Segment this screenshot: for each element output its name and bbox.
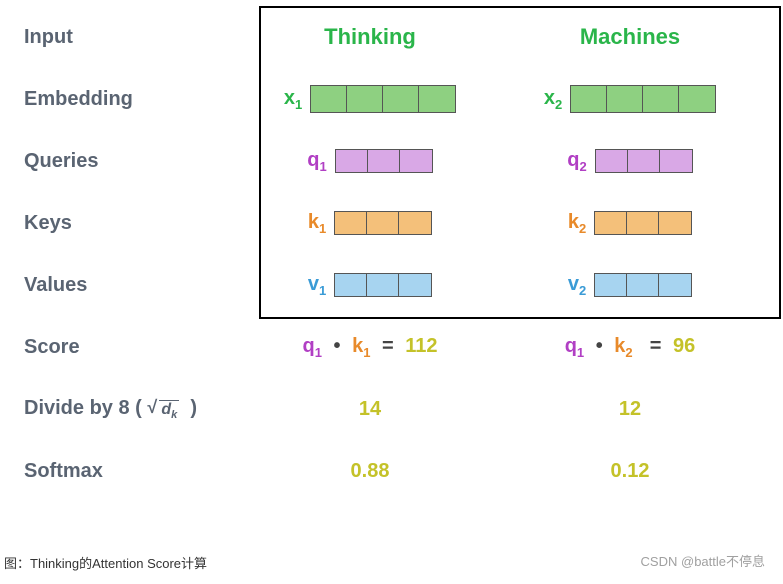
q-sub-0: 1: [319, 159, 326, 174]
embedding-0: x1: [284, 85, 456, 113]
score-val-0: 112: [405, 335, 437, 357]
input-word-1: Machines: [580, 24, 680, 50]
x-sub-0: 1: [295, 97, 302, 112]
score-1: q1 • k2 = 96: [562, 335, 699, 360]
label-divide: Divide by 8 ( dk ): [20, 397, 240, 421]
row-input: Input Thinking Machines: [20, 6, 762, 68]
q-sym-1: q: [567, 149, 579, 171]
key-boxes-1: [594, 211, 692, 235]
value-boxes-0: [334, 273, 432, 297]
divide-val-1: 12: [619, 398, 641, 421]
score-val-1: 96: [673, 335, 695, 357]
query-1: q2: [567, 149, 692, 174]
embedding-boxes-0: [310, 85, 456, 113]
x-sym-0: x: [284, 87, 295, 109]
v-sym-0: v: [308, 273, 319, 295]
label-queries: Queries: [20, 150, 240, 173]
sqrt-dk: dk: [147, 397, 179, 421]
figure-caption: 图：Thinking的Attention Score计算: [4, 553, 207, 572]
key-boxes-0: [334, 211, 432, 235]
value-0: v1: [308, 273, 432, 298]
row-keys: Keys k1 k2: [20, 192, 762, 254]
label-keys: Keys: [20, 212, 240, 235]
label-score: Score: [20, 336, 240, 359]
row-softmax: Softmax 0.88 0.12: [20, 440, 762, 502]
query-boxes-1: [595, 149, 693, 173]
row-divide: Divide by 8 ( dk ) 14 12: [20, 378, 762, 440]
key-0: k1: [308, 211, 432, 236]
row-score: Score q1 • k1 = 112 q1 • k2 = 96: [20, 316, 762, 378]
query-boxes-0: [335, 149, 433, 173]
v-sym-1: v: [568, 273, 579, 295]
input-word-0: Thinking: [324, 24, 416, 50]
value-boxes-1: [594, 273, 692, 297]
divide-val-0: 14: [359, 398, 381, 421]
row-queries: Queries q1 q2: [20, 130, 762, 192]
softmax-val-1: 0.12: [611, 460, 650, 483]
label-softmax: Softmax: [20, 460, 240, 483]
embedding-boxes-1: [570, 85, 716, 113]
value-1: v2: [568, 273, 692, 298]
embedding-1: x2: [544, 85, 716, 113]
label-input: Input: [20, 26, 240, 49]
k-sym-0: k: [308, 211, 319, 233]
score-0: q1 • k1 = 112: [299, 335, 440, 360]
row-embedding: Embedding x1 x2: [20, 68, 762, 130]
k-sym-1: k: [568, 211, 579, 233]
k-sub-0: 1: [319, 221, 326, 236]
q-sub-1: 2: [579, 159, 586, 174]
attention-diagram: Input Thinking Machines Embedding x1 x2 …: [20, 6, 762, 502]
query-0: q1: [307, 149, 432, 174]
x-sym-1: x: [544, 87, 555, 109]
x-sub-1: 2: [555, 97, 562, 112]
label-embedding: Embedding: [20, 88, 240, 111]
q-sym-0: q: [307, 149, 319, 171]
v-sub-1: 2: [579, 283, 586, 298]
label-values: Values: [20, 274, 240, 297]
row-values: Values v1 v2: [20, 254, 762, 316]
watermark: CSDN @battle不停息: [641, 551, 765, 570]
k-sub-1: 2: [579, 221, 586, 236]
softmax-val-0: 0.88: [351, 460, 390, 483]
v-sub-0: 1: [319, 283, 326, 298]
key-1: k2: [568, 211, 692, 236]
